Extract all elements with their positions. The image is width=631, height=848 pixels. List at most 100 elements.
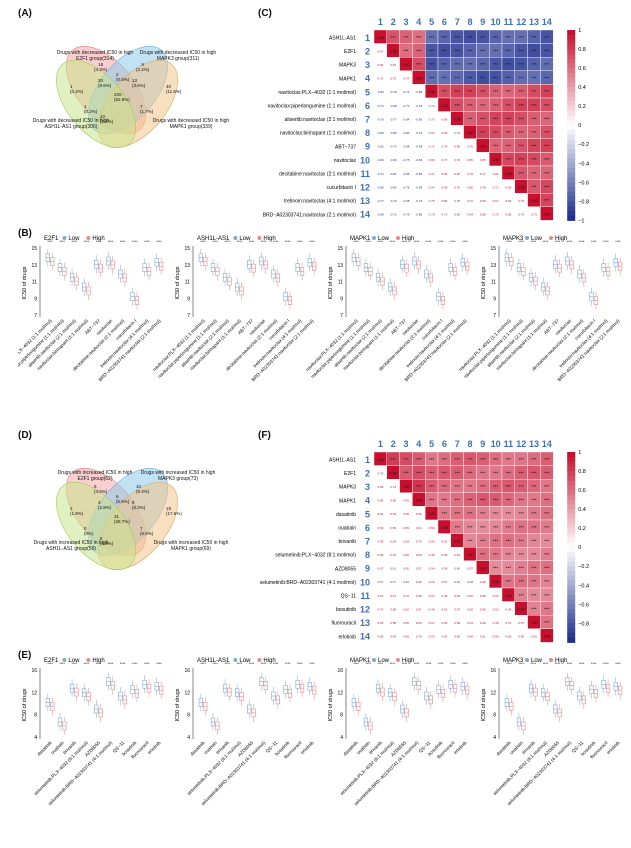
heatmap-cell-value: 0.64 [467,213,473,217]
heatmap-cell-value: 0.57 [518,621,524,625]
heatmap-cell-value: 0.59 [518,635,524,639]
y-tick-label: 4 [34,735,37,741]
y-tick-label: 11 [32,280,37,286]
heatmap-cell-stars: *** [493,76,499,81]
heatmap-cell-value: -0.83 [377,131,384,135]
colorbar-segment [567,609,576,615]
heatmap-cell-stars: *** [442,76,448,81]
heatmap-cell-value: 0.49 [480,621,486,625]
heatmap-cell-stars: *** [416,484,422,489]
heatmap-col-number: 11 [504,439,514,449]
heatmap-col-number: 8 [467,439,472,449]
significance-stars: **** [426,662,432,666]
significance-stars: **** [273,240,279,244]
y-tick-label: 12 [490,690,496,696]
heatmap-col-number: 9 [480,439,485,449]
heatmap-cell-value: 1.00 [505,594,512,598]
heatmap-cell-value: 0.54 [429,567,435,571]
heatmap-col-number: 2 [391,17,396,27]
heatmap-col-number: 3 [403,17,408,27]
significance-stars: **** [438,240,444,244]
significance-stars: **** [273,662,279,666]
y-tick-label: 16 [31,668,37,674]
heatmap-cell-value: 0.51 [441,539,447,543]
heatmap-cell-value: -0.84 [377,90,384,94]
heatmap-cell-stars: *** [519,89,525,94]
legend-low-marker [233,658,238,662]
heatmap-cell-stars: *** [416,48,422,53]
colorbar-tick: 0.4 [578,507,586,513]
colorbar-segment [567,580,576,586]
significance-stars: **** [591,662,597,666]
legend-low-label: Low [68,658,80,664]
heatmap-cell-value: -0.68 [415,90,422,94]
heatmap-cell-value: 1.00 [492,158,499,162]
y-tick-label: 12 [31,690,37,696]
heatmap-cell-value: 0.57 [441,580,447,584]
heatmap-cell-stars: *** [544,620,550,625]
heatmap-cell-stars: *** [506,130,512,135]
heatmap-cell-value: -0.73 [415,131,422,135]
y-tick-label: 4 [187,735,190,741]
significance-stars: **** [543,240,549,244]
heatmap-cell-value: -0.76 [403,185,410,189]
heatmap-cell-value: 1.00 [505,172,512,176]
legend-high-marker [549,658,553,662]
legend-low-marker [525,658,529,662]
heatmap-cell-stars: *** [531,89,537,94]
heatmap-cell-stars: *** [544,457,550,462]
boxplot-gene-title: MAPK1 [350,236,371,242]
colorbar-tick: −0.8 [578,621,589,627]
y-axis-label: IC50 of drugs [175,266,181,299]
panel-label-b: (B) [18,228,32,239]
heatmap-row-label: navitoclax:PLX−4032 (1:1 mol/mol) [278,90,356,96]
venn-a-region: 30 (8.6%) [98,78,112,88]
legend-high-label: High [555,658,567,664]
heatmap-col-number: 6 [442,439,447,449]
legend-high-marker [396,236,400,240]
heatmap-cell-value: 0.49 [480,580,486,584]
heatmap-cell-stars: *** [531,606,537,611]
heatmap-cell-value: -0.68 [403,145,410,149]
venn-d-region: 19 (17.6%) [166,506,182,516]
heatmap-cell-value: 0.52 [467,594,473,598]
colorbar-segment [567,566,576,572]
heatmap-cell-value: 0.59 [390,635,396,639]
heatmap-cell-value: 0.68 [416,580,422,584]
heatmap-cell-stars: *** [455,35,461,40]
colorbar-segment [567,547,576,553]
colorbar-tick: −0.2 [578,564,589,570]
heatmap-cell-value: 0.63 [377,621,383,625]
heatmap-cell-value: 0.61 [377,594,383,598]
heatmap-cell-value: 0.75 [377,471,383,475]
legend-low-marker [62,236,67,240]
heatmap-cell-value: 0.56 [429,539,435,543]
heatmap-cell-value: 0.58 [480,607,486,611]
venn-d-region: 9 (8.3%) [132,500,146,510]
heatmap-cell-stars: *** [544,35,550,40]
heatmap-cell-stars: *** [442,484,448,489]
x-tick-label: dasatinib [189,740,206,757]
colorbar-segment [567,34,576,41]
heatmap-cell-stars: *** [506,525,512,530]
colorbar-segment [567,475,576,482]
colorbar-segment [567,163,576,169]
heatmap-cell-value: 0.69 [441,185,447,189]
heatmap-cell-value: 0.70 [454,158,460,162]
colorbar-tick: 0.8 [578,469,586,475]
heatmap-cell-value: 0.64 [493,199,499,203]
heatmap-cell-value: 0.70 [377,607,383,611]
heatmap-cell-value: -0.77 [390,117,397,121]
heatmap-cell-value: 0.76 [454,185,460,189]
heatmap-cell-value: 0.80 [505,213,511,217]
heatmap-cell-value: 0.65 [441,172,447,176]
heatmap-cell-stars: *** [493,566,499,571]
heatmap-cell-value: 0.75 [493,213,499,217]
heatmap-cell-stars: *** [455,511,461,516]
heatmap-cell-value: 1.00 [428,512,435,516]
heatmap-cell-stars: *** [531,157,537,162]
colorbar-segment [567,499,576,505]
heatmap-cell-value: 0.48 [493,621,499,625]
colorbar-segment [567,87,576,93]
heatmap-cell-value: -0.78 [390,90,397,94]
